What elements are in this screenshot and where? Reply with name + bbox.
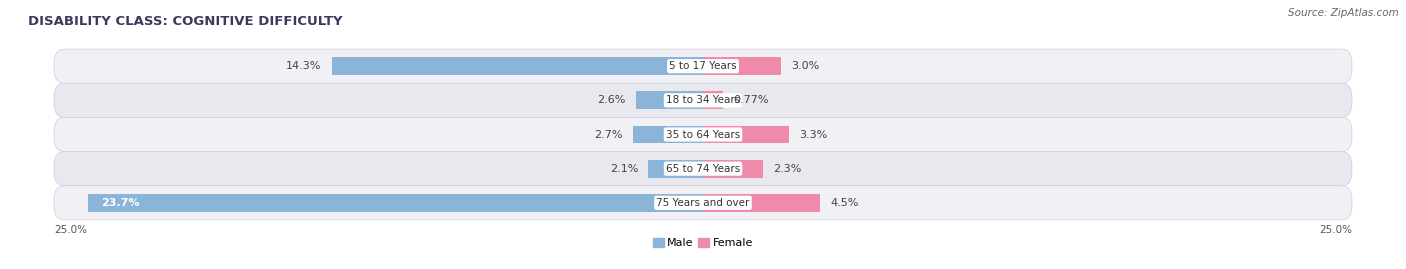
Text: 23.7%: 23.7%: [101, 198, 139, 208]
Text: Source: ZipAtlas.com: Source: ZipAtlas.com: [1288, 8, 1399, 18]
Text: DISABILITY CLASS: COGNITIVE DIFFICULTY: DISABILITY CLASS: COGNITIVE DIFFICULTY: [28, 15, 343, 28]
Text: 18 to 34 Years: 18 to 34 Years: [666, 95, 740, 105]
Text: 25.0%: 25.0%: [1319, 225, 1353, 235]
Text: 65 to 74 Years: 65 to 74 Years: [666, 164, 740, 174]
FancyBboxPatch shape: [53, 186, 1353, 220]
Text: 4.5%: 4.5%: [830, 198, 859, 208]
Bar: [703, 57, 780, 75]
Legend: Male, Female: Male, Female: [648, 234, 758, 253]
FancyBboxPatch shape: [53, 49, 1353, 83]
Text: 0.77%: 0.77%: [734, 95, 769, 105]
Text: 2.3%: 2.3%: [773, 164, 801, 174]
FancyBboxPatch shape: [53, 118, 1353, 151]
Bar: [703, 194, 820, 212]
Bar: [332, 57, 703, 75]
Text: 2.1%: 2.1%: [610, 164, 638, 174]
Text: 75 Years and over: 75 Years and over: [657, 198, 749, 208]
Text: 3.0%: 3.0%: [792, 61, 820, 71]
Bar: [648, 160, 703, 178]
Bar: [633, 126, 703, 143]
Text: 25.0%: 25.0%: [53, 225, 87, 235]
Text: 35 to 64 Years: 35 to 64 Years: [666, 129, 740, 140]
Bar: [87, 194, 703, 212]
Text: 5 to 17 Years: 5 to 17 Years: [669, 61, 737, 71]
Bar: [703, 160, 762, 178]
Bar: [636, 91, 703, 109]
Text: 2.7%: 2.7%: [593, 129, 623, 140]
FancyBboxPatch shape: [53, 151, 1353, 186]
Bar: [703, 91, 723, 109]
FancyBboxPatch shape: [53, 83, 1353, 118]
Text: 3.3%: 3.3%: [799, 129, 827, 140]
Text: 2.6%: 2.6%: [596, 95, 626, 105]
Bar: [703, 126, 789, 143]
Text: 14.3%: 14.3%: [285, 61, 322, 71]
